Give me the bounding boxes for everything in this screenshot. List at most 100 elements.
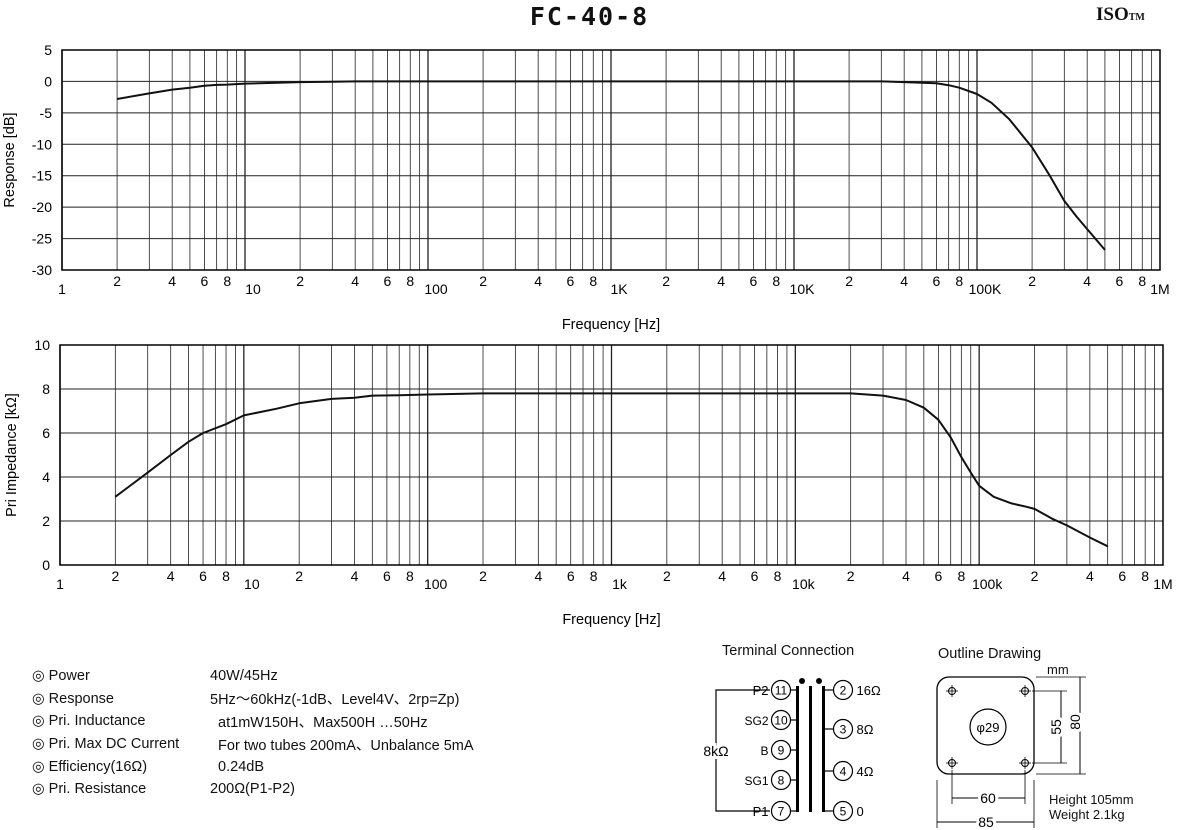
terminal-name: P1 [753,804,769,819]
x-axis-label: Frequency [Hz] [562,317,660,333]
terminal-number: 4 [840,765,847,779]
x-tick-label: 8 [772,273,780,289]
x-tick-label: 1M [1150,281,1169,297]
x-tick-label: 4 [351,568,359,584]
outline-height: Height 105mm [1049,792,1134,807]
x-tick-label: 100K [969,281,1002,297]
y-axis-label: Pri Impedance [kΩ] [4,393,20,517]
y-tick-label: 2 [42,513,50,529]
x-tick-label: 2 [1031,568,1039,584]
primary-impedance: 8kΩ [703,743,728,759]
x-tick-label: 2 [296,273,304,289]
x-tick-label: 8 [774,568,782,584]
x-tick-label: 2 [662,273,670,289]
x-tick-label: 4 [534,273,542,289]
terminal-number: 3 [840,723,847,737]
x-tick-label: 8 [1138,273,1146,289]
x-tick-label: 10 [245,281,261,297]
dim-outer-width: 85 [978,814,994,830]
x-tick-label: 10 [244,576,260,592]
x-tick-label: 1M [1153,576,1172,592]
x-tick-label: 1 [58,281,66,297]
y-tick-label: -10 [32,136,52,152]
spec-value: For two tubes 200mA、Unbalance 5mA [210,737,474,754]
x-tick-label: 4 [718,568,726,584]
x-tick-label: 8 [223,273,231,289]
x-tick-label: 8 [1141,568,1149,584]
core-bar [809,686,812,812]
spec-value: 40W/45Hz [210,668,278,685]
x-tick-label: 6 [567,273,575,289]
series-line-0 [116,80,1106,251]
outline-unit: mm [1047,662,1069,677]
terminal-number: 7 [778,805,785,819]
spec-value: 5Hz～60kHz(-1dB、Level4V、2rp=Zp) [210,692,460,709]
x-tick-label: 10K [790,281,816,297]
brand-name: ISO [1096,4,1129,25]
x-axis-label: Frequency [Hz] [562,612,660,628]
x-tick-label: 8 [590,568,598,584]
x-tick-label: 1K [610,281,628,297]
y-axis-label: Response [dB] [2,112,18,207]
y-tick-label: -20 [32,199,52,215]
x-tick-label: 2 [663,568,671,584]
x-tick-label: 2 [479,273,487,289]
x-tick-label: 6 [750,273,758,289]
spec-value: 200Ω(P1-P2) [210,781,295,798]
x-tick-label: 2 [1028,273,1036,289]
spec-key: ◎ Power [32,668,90,685]
x-tick-label: 2 [847,568,855,584]
terminal-name: 16Ω [857,683,881,698]
y-tick-label: 0 [44,73,52,89]
x-tick-label: 100k [972,576,1003,592]
outline-title: Outline Drawing [938,646,1042,662]
x-tick-label: 1k [612,576,628,592]
terminal-number: 9 [778,744,785,758]
x-tick-label: 8 [406,568,414,584]
x-tick-label: 8 [406,273,414,289]
terminal-name: SG1 [744,774,768,788]
terminal-circle [770,709,792,731]
y-tick-label: 5 [44,42,52,58]
terminal-circle [832,760,854,782]
spec-row: ◎ Power 40W/45Hz [32,665,474,688]
terminal-circle [832,679,854,701]
terminal-title: Terminal Connection [722,643,855,659]
spec-key: ◎ Response [32,690,114,707]
center-hole [969,708,1007,746]
x-tick-label: 8 [957,568,965,584]
x-tick-label: 2 [111,568,119,584]
dim-outer-height: 80 [1067,714,1083,730]
x-tick-label: 2 [845,273,853,289]
terminal-number: 2 [840,684,847,698]
x-tick-label: 6 [384,273,392,289]
terminal-name: 0 [857,804,864,819]
terminal-circle [770,679,792,701]
plot-frame [59,344,1164,566]
terminal-number: 8 [778,774,785,788]
terminal-name: 8Ω [857,722,874,737]
x-tick-label: 6 [933,273,941,289]
x-tick-label: 2 [113,273,121,289]
secondary-winding [822,686,825,812]
x-tick-label: 4 [900,273,908,289]
terminal-circle [832,800,854,822]
terminal-circle [832,718,854,740]
y-tick-label: -5 [40,105,53,121]
dim-inner-height: 55 [1048,719,1064,735]
terminal-diagram: 8kΩ 11 P2 10 SG2 9B 8 SG1 7 P1 2 16Ω 3 8Ω 4 4Ω 5 0 [700,678,881,822]
spec-row: ◎ Pri. Inductance at1mW150H、Max500H …50H… [32,710,474,733]
x-tick-label: 6 [201,273,209,289]
x-tick-label: 2 [295,568,303,584]
x-tick-label: 4 [167,568,175,584]
spec-key: ◎ Pri. Max DC Current [32,736,180,753]
x-tick-label: 6 [199,568,207,584]
x-tick-label: 4 [351,273,359,289]
primary-bracket [715,689,770,812]
spec-key: ◎ Pri. Inductance [32,713,146,730]
spec-key: ◎ Efficiency(16Ω) [32,758,148,775]
y-tick-label: 8 [42,381,50,397]
x-tick-label: 8 [955,273,963,289]
